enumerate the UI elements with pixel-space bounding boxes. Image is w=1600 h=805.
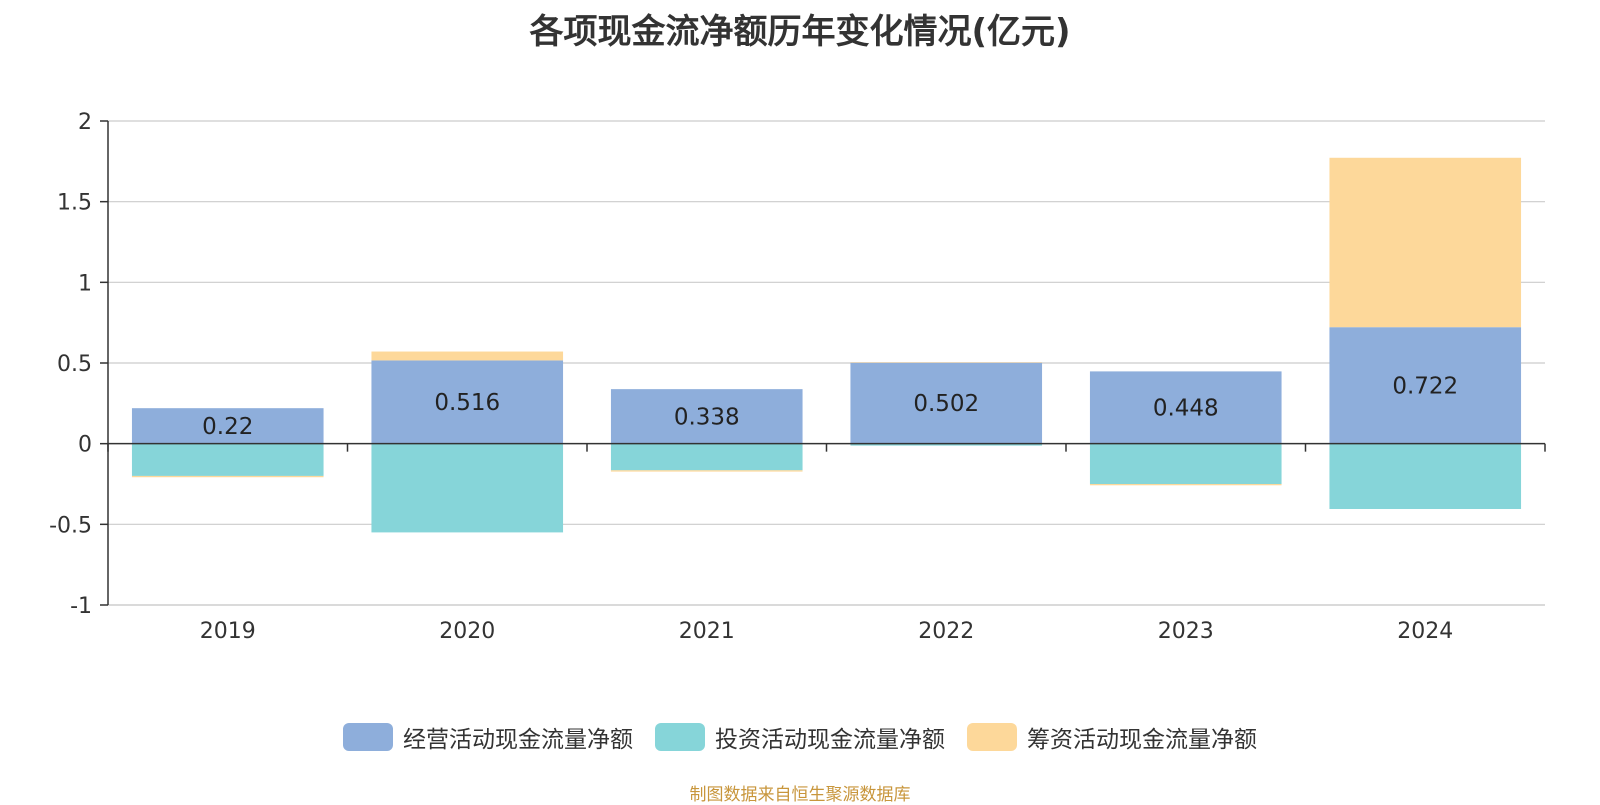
bar-financing-2022 <box>850 362 1043 363</box>
x-tick-label: 2022 <box>918 619 974 644</box>
y-tick-label: -1 <box>70 594 92 619</box>
bar-operating-2023 <box>1089 371 1282 444</box>
legend-item[interactable]: 经营活动现金流量净额 <box>343 720 633 754</box>
y-tick-label: 0.5 <box>57 352 92 377</box>
y-tick-label: 2 <box>78 110 92 135</box>
legend-swatch <box>967 723 1017 751</box>
data-label: 0.722 <box>1392 373 1458 399</box>
legend-item[interactable]: 投资活动现金流量净额 <box>655 720 945 754</box>
bars <box>131 157 1522 533</box>
legend-swatch <box>655 723 705 751</box>
bar-financing-2024 <box>1329 157 1522 328</box>
chart-title: 各项现金流净额历年变化情况(亿元) <box>529 12 1071 52</box>
x-tick-label: 2024 <box>1397 619 1453 644</box>
x-tick-label: 2019 <box>200 619 256 644</box>
bar-operating-2020 <box>371 360 564 444</box>
bar-operating-2019 <box>131 408 324 444</box>
legend-label: 经营活动现金流量净额 <box>403 727 633 753</box>
bar-investing-2021 <box>610 443 803 471</box>
bar-financing-2023 <box>1089 484 1282 486</box>
legend-label: 投资活动现金流量净额 <box>715 727 945 753</box>
bar-investing-2020 <box>371 443 564 533</box>
bar-operating-2022 <box>850 362 1043 444</box>
y-tick-label: 1 <box>78 271 92 296</box>
legend: 经营活动现金流量净额 投资活动现金流量净额 筹资活动现金流量净额 <box>0 720 1600 754</box>
data-label: 0.502 <box>913 391 979 417</box>
y-tick-label: 1.5 <box>57 191 92 216</box>
x-tick-label: 2020 <box>439 619 495 644</box>
bar-financing-2020 <box>371 351 564 361</box>
bar-investing-2022 <box>850 443 1043 446</box>
bar-investing-2024 <box>1329 443 1522 510</box>
bar-operating-2024 <box>1329 327 1522 444</box>
legend-swatch <box>343 723 393 751</box>
y-tick-label: -0.5 <box>49 513 92 538</box>
x-tick-label: 2023 <box>1158 619 1214 644</box>
grid-lines <box>108 120 1545 606</box>
data-label: 0.448 <box>1153 396 1219 422</box>
bar-financing-2021 <box>610 470 803 472</box>
legend-item[interactable]: 筹资活动现金流量净额 <box>967 720 1257 754</box>
data-label: 0.338 <box>674 404 740 430</box>
bar-investing-2023 <box>1089 443 1282 484</box>
y-tick-label: 0 <box>78 433 92 458</box>
data-label: 0.22 <box>202 414 253 440</box>
bar-financing-2019 <box>131 475 324 478</box>
x-tick-label: 2021 <box>679 619 735 644</box>
bar-operating-2021 <box>610 389 803 444</box>
data-label: 0.516 <box>434 390 500 416</box>
axes <box>100 120 1546 606</box>
labels: 2 1.5 1 0.5 0 -0.5 -1 0.22 2019 0.516 2020 0.338 202… <box>49 110 1458 644</box>
source-note: 制图数据来自恒生聚源数据库 <box>689 785 911 805</box>
legend-label: 筹资活动现金流量净额 <box>1027 727 1257 753</box>
bar-investing-2019 <box>131 443 324 476</box>
